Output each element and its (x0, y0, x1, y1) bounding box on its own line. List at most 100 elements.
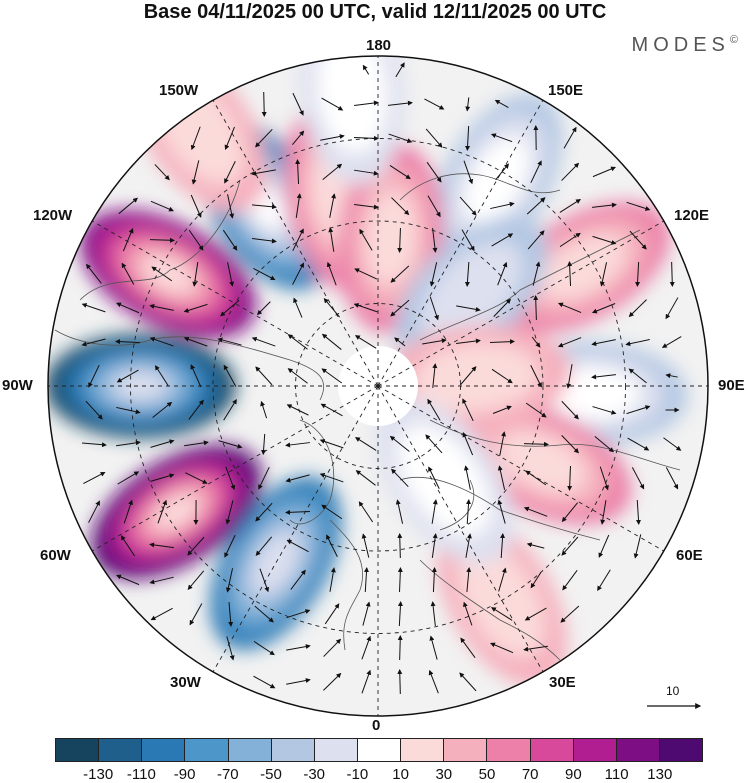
wind-vector (116, 574, 140, 586)
wind-vector (323, 638, 342, 657)
colorbar-tick-label: -10 (346, 766, 369, 783)
wind-vector (150, 200, 174, 212)
wind-vectors (81, 62, 682, 695)
wind-vector (286, 609, 311, 619)
wind-vector (466, 499, 472, 525)
wind-vector (489, 339, 515, 345)
wind-vector (82, 442, 107, 448)
wind-vector (287, 334, 308, 350)
wind-vector (600, 500, 607, 525)
wind-vector (292, 262, 304, 285)
wind-vector (116, 440, 141, 447)
colorbar-swatch (56, 739, 100, 761)
wind-vector (562, 570, 578, 591)
colorbar-tick-label: 130 (647, 766, 673, 783)
wind-vector (599, 466, 609, 491)
wind-vector (149, 576, 174, 585)
wind-vector (251, 336, 276, 347)
wind-vector (218, 440, 243, 449)
meridian-line (377, 220, 665, 387)
wind-vector (463, 160, 474, 185)
wind-vector (320, 403, 343, 417)
wind-vector (252, 238, 277, 244)
wind-vector (83, 471, 106, 485)
wind-vector (625, 339, 650, 347)
wind-vector (635, 499, 641, 525)
wind-vector (397, 567, 403, 593)
wind-vector (431, 567, 437, 593)
wind-vector (429, 635, 438, 660)
wind-vector (431, 499, 438, 524)
wind-vector (117, 471, 140, 485)
wind-vector (497, 465, 506, 490)
wind-vector (498, 567, 507, 592)
colorbar-tick-label: 110 (604, 766, 629, 783)
lon-label-0: 0 (372, 717, 381, 734)
wind-vector (183, 336, 208, 347)
wind-vector (395, 62, 405, 78)
wind-vector (149, 237, 175, 243)
wind-vector (217, 337, 242, 346)
wind-vector (255, 502, 273, 522)
wind-vector (321, 504, 343, 520)
wind-vector (526, 542, 545, 549)
colorbar-tick-label: -70 (216, 766, 239, 783)
wind-vector (426, 161, 442, 183)
wind-vector (286, 644, 311, 651)
wind-vector (220, 299, 240, 317)
wind-vector (292, 130, 305, 146)
wind-vector (324, 603, 340, 625)
wind-vector (466, 567, 472, 592)
wind-vector (286, 404, 309, 416)
wind-vector (592, 406, 617, 415)
wind-vector (149, 542, 174, 549)
wind-vector (523, 441, 549, 447)
wind-vector (465, 533, 472, 558)
wind-vector (391, 197, 410, 216)
wind-vector (495, 163, 510, 181)
wind-vector (530, 365, 542, 388)
wind-vector (225, 466, 236, 491)
wind-vector (559, 199, 581, 213)
reference-vector-label: 10 (666, 684, 680, 698)
meridian-line (212, 385, 379, 673)
wind-vector (256, 301, 271, 316)
wind-vector (459, 196, 477, 216)
wind-vector (465, 125, 471, 151)
wind-vector (492, 405, 512, 414)
wind-vector (118, 197, 138, 215)
colorbar-swatch (487, 739, 531, 761)
wind-vector (427, 195, 441, 218)
graticule (48, 56, 708, 716)
wind-vector (665, 373, 678, 379)
wind-vector (557, 302, 582, 314)
wind-vector (253, 675, 276, 689)
wind-vector (116, 406, 141, 415)
wind-vector (286, 678, 311, 685)
wind-vector (494, 99, 509, 109)
wind-vector (559, 232, 581, 248)
wind-vector (465, 97, 471, 112)
wind-vector (431, 533, 438, 558)
wind-vector (255, 128, 273, 148)
wind-vector (293, 297, 303, 318)
anomaly-contour (420, 241, 523, 344)
wind-vector (567, 465, 573, 491)
wind-vector (185, 472, 208, 484)
colorbar-swatch (659, 739, 703, 761)
colorbar-tick-label: 50 (478, 766, 496, 783)
wind-vector (425, 434, 443, 454)
wind-vector (323, 297, 341, 318)
wind-vector (285, 509, 311, 515)
colorbar-tick-label: -90 (173, 766, 196, 783)
wind-vector (599, 262, 608, 287)
wind-vector (629, 230, 647, 250)
wind-vector (322, 163, 343, 180)
wind-vector (493, 298, 512, 317)
wind-vector (225, 568, 234, 593)
wind-vector (328, 227, 335, 252)
wind-vector (260, 400, 268, 419)
wind-vector (626, 201, 651, 211)
lon-label-120e: 120E (674, 207, 710, 224)
wind-vector (361, 533, 370, 558)
